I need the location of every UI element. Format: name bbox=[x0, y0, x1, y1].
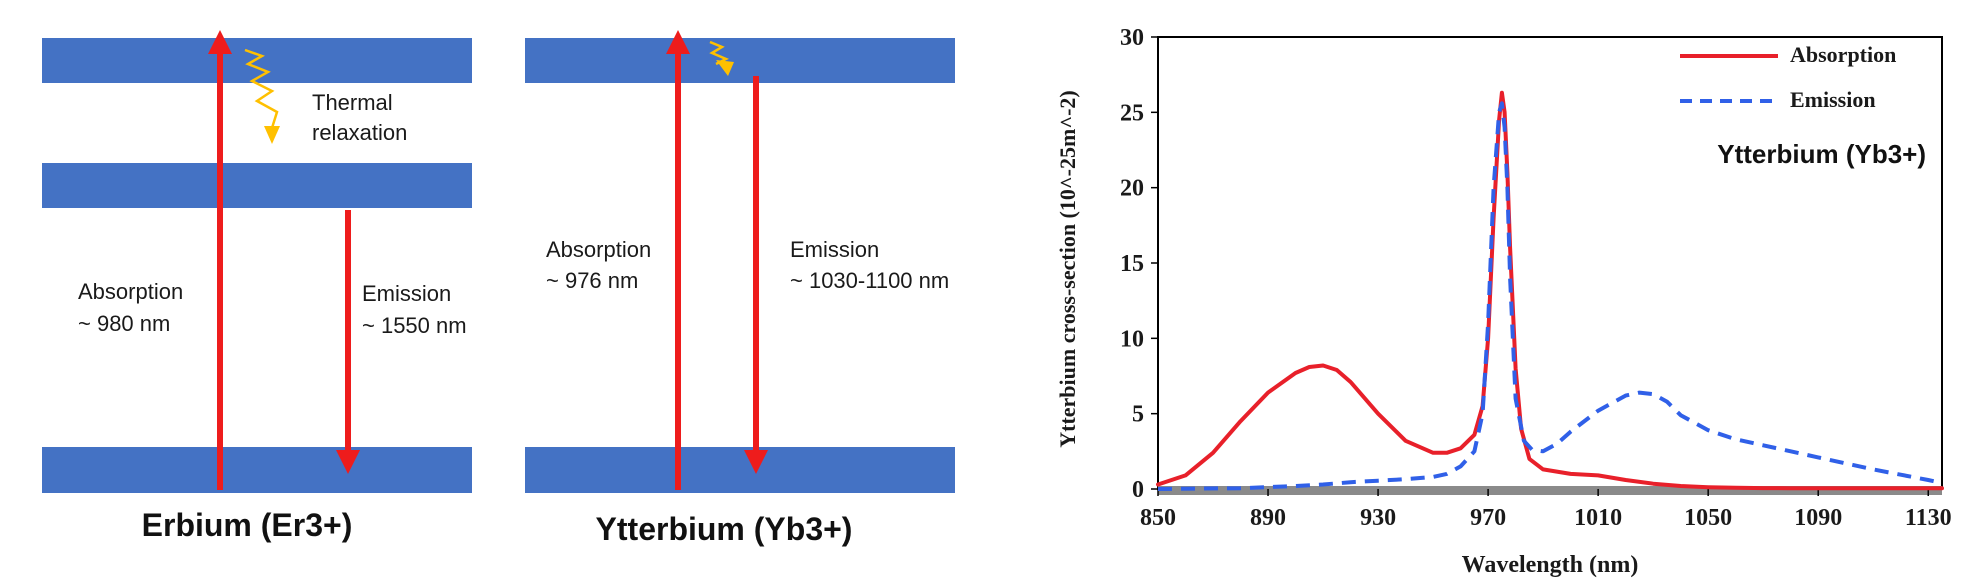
x-tick-label: 1010 bbox=[1574, 505, 1622, 531]
chart-annotation: Ytterbium (Yb3+) bbox=[1717, 139, 1926, 169]
y-axis-label: Ytterbium cross-section (10^-25m^-2) bbox=[1055, 90, 1080, 448]
ytterbium-relaxation-squiggle-icon bbox=[709, 40, 734, 76]
ytterbium-emission-label-line2: ~ 1030-1100 nm bbox=[790, 268, 949, 293]
ytterbium-band-ground bbox=[525, 447, 955, 493]
x-tick-label: 970 bbox=[1470, 505, 1506, 531]
x-axis-ticks: 850 890 930 970 1010 1050 1090 1130 bbox=[1140, 489, 1952, 531]
ytterbium-absorption-label-line2: ~ 976 nm bbox=[546, 268, 638, 293]
ytterbium-absorption-label-line1: Absorption bbox=[546, 237, 651, 262]
x-tick-label: 1090 bbox=[1794, 505, 1842, 531]
erbium-band-ground bbox=[42, 447, 472, 493]
erbium-title: Erbium (Er3+) bbox=[142, 507, 353, 543]
y-axis-ticks: 0 5 10 15 20 25 30 bbox=[1120, 25, 1158, 503]
erbium-relaxation-squiggle-icon bbox=[244, 48, 280, 144]
series-line-emission bbox=[1157, 101, 1943, 491]
ytterbium-title: Ytterbium (Yb3+) bbox=[596, 511, 853, 547]
y-tick-label: 20 bbox=[1120, 176, 1144, 202]
erbium-absorption-label-line2: ~ 980 nm bbox=[78, 311, 170, 336]
erbium-emission-label-line1: Emission bbox=[362, 281, 451, 306]
y-tick-label: 5 bbox=[1132, 402, 1144, 428]
legend-label-absorption: Absorption bbox=[1790, 42, 1896, 67]
ytterbium-diagram: Absorption ~ 976 nm Emission ~ 1030-1100… bbox=[525, 29, 955, 547]
erbium-emission-label-line2: ~ 1550 nm bbox=[362, 313, 467, 338]
ytterbium-emission-label-line1: Emission bbox=[790, 237, 879, 262]
x-tick-label: 850 bbox=[1140, 505, 1176, 531]
erbium-band-middle bbox=[42, 163, 472, 208]
x-tick-label: 1050 bbox=[1684, 505, 1732, 531]
chart-legend: Absorption Emission bbox=[1680, 42, 1896, 112]
y-tick-label: 0 bbox=[1132, 477, 1144, 503]
x-tick-label: 1130 bbox=[1905, 505, 1952, 531]
ytterbium-band-top bbox=[525, 38, 955, 83]
x-axis-label: Wavelength (nm) bbox=[1462, 552, 1639, 578]
erbium-diagram: Thermal relaxation Absorption ~ 980 nm E… bbox=[42, 29, 472, 543]
series-line-absorption bbox=[1156, 90, 1944, 491]
x-tick-label: 930 bbox=[1360, 505, 1396, 531]
x-tick-label: 890 bbox=[1250, 505, 1286, 531]
chart-series bbox=[1156, 90, 1944, 491]
y-tick-label: 15 bbox=[1120, 251, 1144, 277]
y-tick-label: 30 bbox=[1120, 25, 1144, 51]
erbium-relax-label-line2: relaxation bbox=[312, 120, 407, 145]
erbium-band-top bbox=[42, 38, 472, 83]
y-tick-label: 10 bbox=[1120, 326, 1144, 352]
y-tick-label: 25 bbox=[1120, 100, 1144, 126]
erbium-relax-label-line1: Thermal bbox=[312, 90, 393, 115]
legend-label-emission: Emission bbox=[1790, 87, 1876, 112]
cross-section-chart: 0 5 10 15 20 25 30 850 890 930 970 1010 1050 1090 113… bbox=[1055, 25, 1952, 578]
erbium-absorption-label-line1: Absorption bbox=[78, 279, 183, 304]
baseline-band bbox=[1158, 486, 1942, 495]
